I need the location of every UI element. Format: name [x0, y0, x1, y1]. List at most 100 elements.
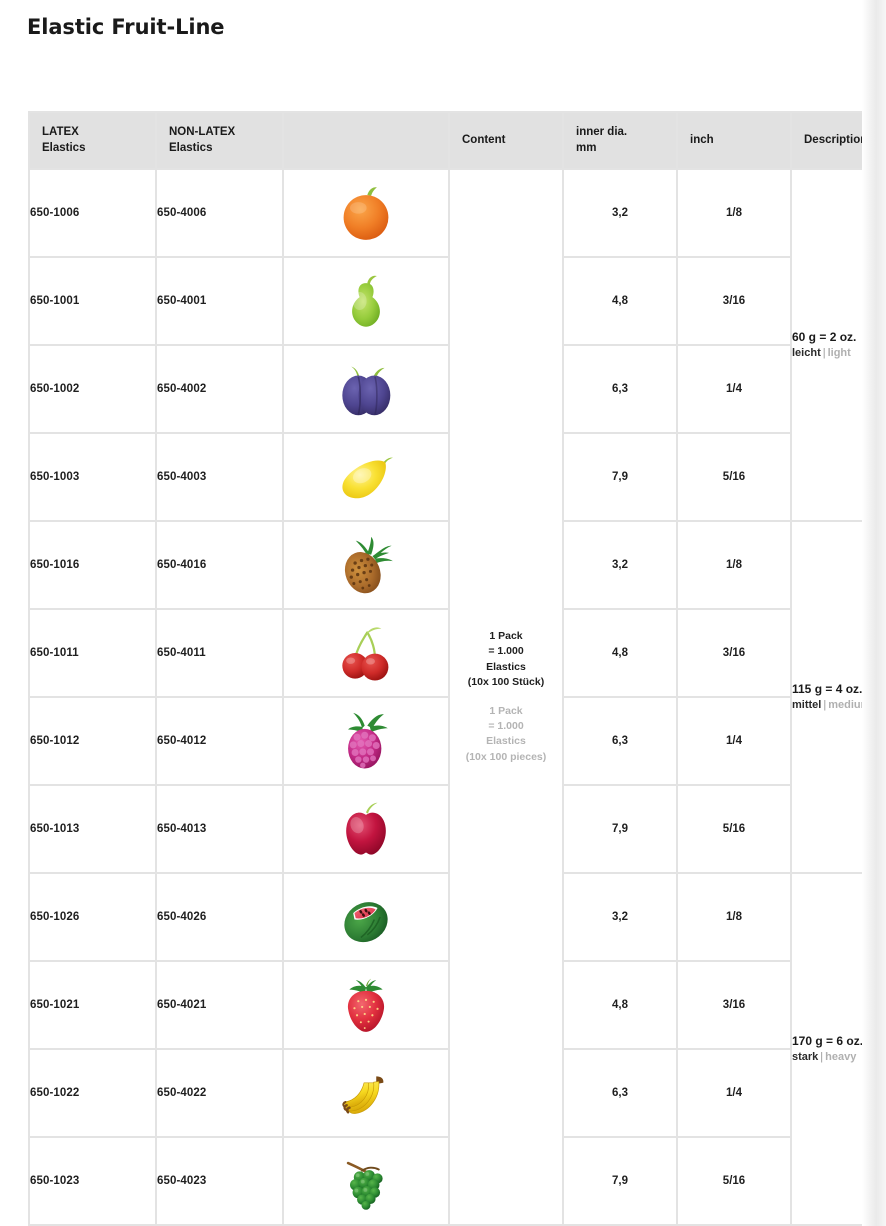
- description-separator: |: [822, 346, 826, 359]
- non-latex-article-number: 650-4022: [157, 1050, 282, 1136]
- inner-diameter-mm: 4,8: [564, 610, 676, 696]
- column-header-inner-dia: inner dia. mm: [564, 113, 676, 168]
- description-strength-de: stark: [792, 1050, 819, 1063]
- column-header-latex: LATEX Elastics: [30, 113, 155, 168]
- table-row: 650-1011 650-4011 4,8 3/16: [30, 610, 886, 696]
- table-row: 650-1001 650-4001 4,8 3/16: [30, 258, 886, 344]
- latex-article-number: 650-1003: [30, 434, 155, 520]
- non-latex-article-number: 650-4011: [157, 610, 282, 696]
- table-header: LATEX Elastics NON-LATEX Elastics Conten…: [30, 113, 886, 168]
- table-row: 650-1021 650-4021 4,8 3/16: [30, 962, 886, 1048]
- inner-diameter-inch: 3/16: [678, 962, 790, 1048]
- column-header-non-latex: NON-LATEX Elastics: [157, 113, 282, 168]
- non-latex-article-number: 650-4003: [157, 434, 282, 520]
- pack-content-cell: 1 Pack = 1.000 Elastics (10x 100 Stück) 1…: [450, 170, 562, 1224]
- description-weight: 115 g = 4 oz.: [792, 681, 863, 696]
- cherry-icon: [284, 610, 448, 696]
- inner-diameter-mm: 3,2: [564, 874, 676, 960]
- non-latex-article-number: 650-4002: [157, 346, 282, 432]
- strawberry-icon: [284, 962, 448, 1048]
- description-strength-en: heavy: [825, 1050, 857, 1063]
- inner-diameter-inch: 1/8: [678, 170, 790, 256]
- non-latex-article-number: 650-4021: [157, 962, 282, 1048]
- description-separator: |: [820, 1050, 824, 1063]
- inner-diameter-mm: 7,9: [564, 434, 676, 520]
- inner-diameter-mm: 7,9: [564, 1138, 676, 1224]
- watermelon-icon: [284, 874, 448, 960]
- table-row: 650-1002 650-4002 6,3 1/4: [30, 346, 886, 432]
- description-strength: stark | heavy: [792, 1050, 886, 1065]
- latex-article-number: 650-1006: [30, 170, 155, 256]
- description-strength: mittel | medium: [792, 698, 886, 713]
- table-header-row: LATEX Elastics NON-LATEX Elastics Conten…: [30, 113, 886, 168]
- orange-icon: [284, 170, 448, 256]
- description-separator: |: [823, 698, 827, 711]
- inner-diameter-inch: 5/16: [678, 1138, 790, 1224]
- column-header-inch: inch: [678, 113, 790, 168]
- table-body: 650-1006 650-4006 1 Pack = 1.000 Elastics …: [30, 170, 886, 1224]
- latex-article-number: 650-1026: [30, 874, 155, 960]
- grapes-icon: [284, 1138, 448, 1224]
- latex-article-number: 650-1022: [30, 1050, 155, 1136]
- non-latex-article-number: 650-4026: [157, 874, 282, 960]
- inner-diameter-inch: 5/16: [678, 434, 790, 520]
- description-strength-en: medium: [828, 698, 871, 711]
- latex-article-number: 650-1021: [30, 962, 155, 1048]
- inner-diameter-inch: 1/4: [678, 1050, 790, 1136]
- inner-diameter-mm: 6,3: [564, 346, 676, 432]
- inner-diameter-inch: 1/4: [678, 346, 790, 432]
- lemon-icon: [284, 434, 448, 520]
- page-edge-shadow: [862, 0, 886, 1226]
- pear-icon: [284, 258, 448, 344]
- raspberry-icon: [284, 698, 448, 784]
- description-weight: 170 g = 6 oz.: [792, 1033, 864, 1048]
- document-page: Elastic Fruit-Line LATEX Elastics NON-LA…: [27, 15, 886, 1226]
- description-strength-de: mittel: [792, 698, 822, 711]
- inner-diameter-mm: 3,2: [564, 170, 676, 256]
- latex-article-number: 650-1012: [30, 698, 155, 784]
- pack-content-de: 1 Pack = 1.000 Elastics (10x 100 Stück): [467, 630, 545, 688]
- table-row: 650-1013 650-4013 7,9 5/16: [30, 786, 886, 872]
- latex-article-number: 650-1002: [30, 346, 155, 432]
- inner-diameter-mm: 4,8: [564, 258, 676, 344]
- inner-diameter-inch: 1/4: [678, 698, 790, 784]
- inner-diameter-inch: 1/8: [678, 874, 790, 960]
- inner-diameter-mm: 6,3: [564, 1050, 676, 1136]
- inner-diameter-inch: 5/16: [678, 786, 790, 872]
- pineapple-icon: [284, 522, 448, 608]
- page-title: Elastic Fruit-Line: [27, 15, 225, 39]
- latex-article-number: 650-1011: [30, 610, 155, 696]
- elastic-fruit-line-table: LATEX Elastics NON-LATEX Elastics Conten…: [28, 111, 886, 1226]
- non-latex-article-number: 650-4012: [157, 698, 282, 784]
- table-row: 650-1003 650-4003 7,9 5/16: [30, 434, 886, 520]
- inner-diameter-mm: 6,3: [564, 698, 676, 784]
- column-header-content: Content: [450, 113, 562, 168]
- pack-content-en: 1 Pack = 1.000 Elastics (10x 100 pieces): [465, 705, 547, 763]
- description-strength-en: light: [827, 346, 851, 359]
- non-latex-article-number: 650-4023: [157, 1138, 282, 1224]
- non-latex-article-number: 650-4006: [157, 170, 282, 256]
- latex-article-number: 650-1016: [30, 522, 155, 608]
- table-row: 650-1022 650-4022 6,3 1/4: [30, 1050, 886, 1136]
- inner-diameter-mm: 4,8: [564, 962, 676, 1048]
- column-header-image: [284, 113, 448, 168]
- latex-article-number: 650-1001: [30, 258, 155, 344]
- inner-diameter-inch: 3/16: [678, 610, 790, 696]
- inner-diameter-mm: 3,2: [564, 522, 676, 608]
- table-row: 650-1023 650-4023 7,9 5/16: [30, 1138, 886, 1224]
- table-row: 650-1012 650-4012 6,3 1/4: [30, 698, 886, 784]
- inner-diameter-mm: 7,9: [564, 786, 676, 872]
- description-strength-de: leicht: [792, 346, 821, 359]
- inner-diameter-inch: 3/16: [678, 258, 790, 344]
- latex-article-number: 650-1013: [30, 786, 155, 872]
- table-row: 650-1006 650-4006 1 Pack = 1.000 Elastics …: [30, 170, 886, 1224]
- non-latex-article-number: 650-4013: [157, 786, 282, 872]
- non-latex-article-number: 650-4016: [157, 522, 282, 608]
- latex-article-number: 650-1023: [30, 1138, 155, 1224]
- description-strength: leicht | light: [792, 346, 886, 361]
- apple-icon: [284, 786, 448, 872]
- non-latex-article-number: 650-4001: [157, 258, 282, 344]
- description-weight: 60 g = 2 oz.: [792, 329, 857, 344]
- inner-diameter-inch: 1/8: [678, 522, 790, 608]
- banana-icon: [284, 1050, 448, 1136]
